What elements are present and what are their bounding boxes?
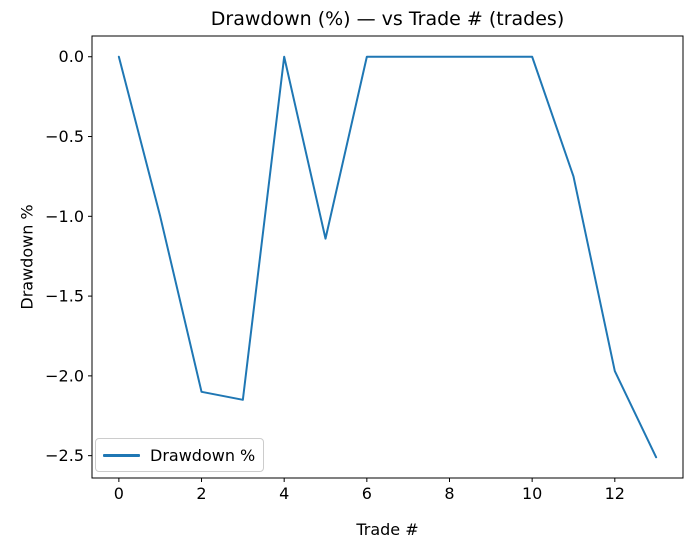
x-axis-tick-label: 12 xyxy=(605,484,625,503)
y-axis-label: Drawdown % xyxy=(17,204,37,310)
legend-line-sample-icon xyxy=(103,453,140,457)
plot-border xyxy=(91,35,684,479)
x-axis-tick-label: 8 xyxy=(444,484,454,503)
y-axis-tick-label: −0.5 xyxy=(45,127,84,146)
drawdown-line xyxy=(117,55,658,459)
x-axis-tick-label: 6 xyxy=(362,484,372,503)
x-axis-label: Trade # xyxy=(356,520,419,539)
legend: Drawdown % xyxy=(95,438,265,472)
legend-label: Drawdown % xyxy=(150,445,256,465)
y-axis-tick-label: −2.5 xyxy=(45,446,84,465)
y-axis-tick-label: −2.0 xyxy=(45,366,84,385)
x-axis-tick-label: 10 xyxy=(522,484,542,503)
x-axis-tick-label: 0 xyxy=(114,484,124,503)
x-axis-tick-label: 4 xyxy=(279,484,289,503)
x-axis-tick-label: 2 xyxy=(196,484,206,503)
y-axis-tick-label: 0.0 xyxy=(59,47,84,66)
chart-title: Drawdown (%) — vs Trade # (trades) xyxy=(210,8,565,30)
y-axis-tick-label: −1.0 xyxy=(45,207,84,226)
y-axis-tick-label: −1.5 xyxy=(45,287,84,306)
